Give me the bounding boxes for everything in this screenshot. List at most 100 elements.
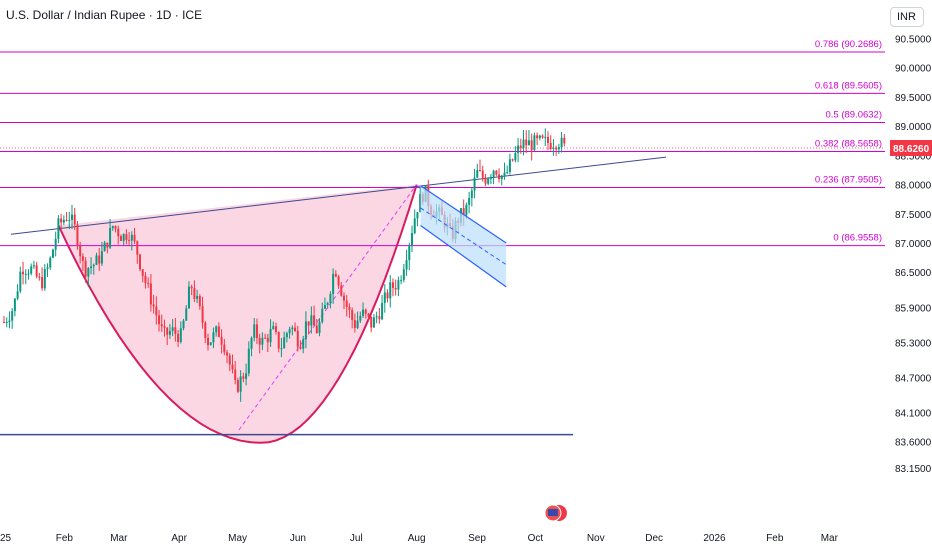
x-tick-label: Mar <box>821 533 839 544</box>
candle-body <box>51 249 54 258</box>
candle-body <box>168 330 171 335</box>
candle-body <box>291 327 294 330</box>
candle-body <box>389 282 392 299</box>
y-tick-label: 86.5000 <box>895 268 932 279</box>
candle-body <box>408 245 411 261</box>
cup-outline <box>57 184 418 444</box>
candle-body <box>95 255 98 265</box>
fib-level-label: 0 (86.9558) <box>833 233 882 244</box>
candle-body <box>226 352 229 356</box>
candle-body <box>506 172 509 174</box>
fib-level-label: 0.5 (89.0632) <box>825 109 882 120</box>
y-tick-label: 89.0000 <box>895 122 932 133</box>
x-tick-label: Nov <box>587 533 605 544</box>
x-tick-label: Dec <box>645 533 663 544</box>
candle-body <box>27 273 30 275</box>
candle-body <box>337 276 340 286</box>
candle-body <box>136 241 139 255</box>
x-tick-label: Jul <box>350 533 363 544</box>
candle-body <box>547 136 549 143</box>
candle-body <box>139 254 141 270</box>
candle-body <box>245 373 248 379</box>
candle-body <box>242 376 245 379</box>
candle-body <box>122 234 125 241</box>
candle-body <box>100 251 103 264</box>
candle-body <box>402 269 405 280</box>
candle-body <box>351 310 354 321</box>
candle-body <box>114 226 117 229</box>
candle-body <box>343 295 345 301</box>
candle-body <box>557 147 560 150</box>
candle-body <box>405 260 408 270</box>
candle-body <box>231 364 234 370</box>
candle-body <box>334 273 337 277</box>
candle-body <box>223 344 226 353</box>
candle-body <box>187 286 190 309</box>
trend-line <box>10 156 667 235</box>
candle-body <box>552 147 555 149</box>
candle-body <box>166 327 169 335</box>
candle-body <box>177 333 180 342</box>
candle-body <box>495 170 498 175</box>
candle-body <box>198 296 201 307</box>
currency-button[interactable]: INR <box>890 7 924 27</box>
candle-body <box>32 265 35 267</box>
fib-level-label: 0.382 (88.5658) <box>815 139 882 150</box>
candle-body <box>109 227 112 248</box>
cup-diagonal <box>238 184 418 431</box>
candle-body <box>348 307 351 311</box>
candle-body <box>391 282 394 288</box>
candle-body <box>323 304 326 309</box>
candle-body <box>261 337 264 345</box>
candle-body <box>326 303 329 305</box>
candle-body <box>416 212 419 219</box>
candle-body <box>315 325 318 334</box>
candle-body <box>90 266 93 269</box>
candle-body <box>54 238 57 250</box>
candle-body <box>476 170 479 178</box>
candle-body <box>498 174 501 180</box>
flag-lower <box>420 224 507 288</box>
candle-body <box>190 286 193 289</box>
candle-body <box>209 342 212 346</box>
candle-body <box>220 336 223 345</box>
current-price-label: 88.6260 <box>893 144 930 155</box>
candle-body <box>272 326 275 329</box>
candle-body <box>65 219 68 221</box>
candle-body <box>318 322 321 334</box>
candle-body <box>215 326 218 333</box>
candle-body <box>234 369 237 380</box>
candle-body <box>400 279 403 281</box>
x-tick-label: 2026 <box>703 533 726 544</box>
candle-body <box>332 273 335 294</box>
y-tick-label: 88.0000 <box>895 181 932 192</box>
candle-body <box>560 137 563 148</box>
candle-body <box>321 308 324 323</box>
candle-body <box>514 152 517 161</box>
candle-body <box>275 326 277 332</box>
candle-body <box>49 257 52 268</box>
candle-body <box>255 324 258 338</box>
y-tick-label: 89.5000 <box>895 93 932 104</box>
candle-body <box>133 234 136 242</box>
y-tick-label: 87.5000 <box>895 210 932 221</box>
candle-body <box>22 271 25 275</box>
candle-body <box>492 170 495 177</box>
candle-body <box>544 136 547 138</box>
candle-body <box>394 287 397 290</box>
candle-body <box>62 219 65 223</box>
candle-body <box>283 337 286 349</box>
candle-body <box>41 277 44 289</box>
candle-body <box>362 309 365 316</box>
candle-body <box>378 316 381 320</box>
candle-body <box>158 315 161 325</box>
candle-body <box>375 316 378 318</box>
candle-body <box>179 328 182 342</box>
x-tick-label: Sep <box>468 533 486 544</box>
candle-body <box>16 291 19 299</box>
candle-body <box>302 339 305 349</box>
candle-body <box>217 326 220 337</box>
candle-body <box>465 204 468 216</box>
